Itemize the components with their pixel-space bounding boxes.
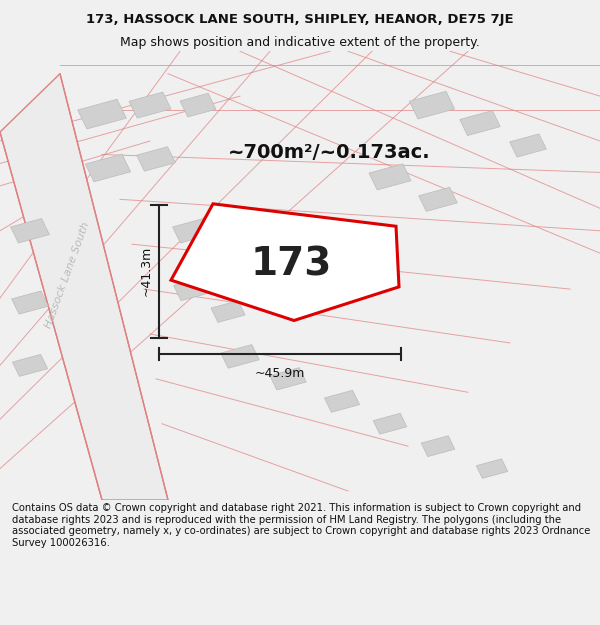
Polygon shape: [13, 354, 47, 376]
Polygon shape: [173, 278, 211, 301]
Text: Contains OS data © Crown copyright and database right 2021. This information is : Contains OS data © Crown copyright and d…: [12, 503, 590, 548]
Text: ~45.9m: ~45.9m: [255, 366, 305, 379]
Polygon shape: [173, 219, 211, 243]
Text: ~41.3m: ~41.3m: [139, 246, 152, 296]
Polygon shape: [77, 99, 127, 129]
Text: 173: 173: [250, 246, 332, 283]
Polygon shape: [270, 368, 306, 390]
Text: 173, HASSOCK LANE SOUTH, SHIPLEY, HEANOR, DE75 7JE: 173, HASSOCK LANE SOUTH, SHIPLEY, HEANOR…: [86, 12, 514, 26]
Polygon shape: [460, 111, 500, 136]
Polygon shape: [421, 436, 455, 457]
Polygon shape: [0, 74, 168, 500]
Polygon shape: [11, 291, 49, 314]
Polygon shape: [211, 301, 245, 322]
Polygon shape: [171, 204, 399, 321]
Polygon shape: [137, 147, 175, 171]
Polygon shape: [509, 134, 547, 157]
Polygon shape: [419, 188, 457, 211]
Polygon shape: [373, 413, 407, 434]
Polygon shape: [369, 164, 411, 190]
Polygon shape: [221, 344, 259, 368]
Polygon shape: [325, 390, 359, 412]
Text: ~700m²/~0.173ac.: ~700m²/~0.173ac.: [228, 142, 431, 162]
Polygon shape: [409, 91, 455, 119]
Text: Map shows position and indicative extent of the property.: Map shows position and indicative extent…: [120, 36, 480, 49]
Text: Hassock Lane South: Hassock Lane South: [43, 221, 91, 330]
Polygon shape: [85, 154, 131, 182]
Polygon shape: [11, 219, 49, 243]
Polygon shape: [180, 93, 216, 117]
Polygon shape: [129, 92, 171, 118]
Polygon shape: [476, 459, 508, 478]
